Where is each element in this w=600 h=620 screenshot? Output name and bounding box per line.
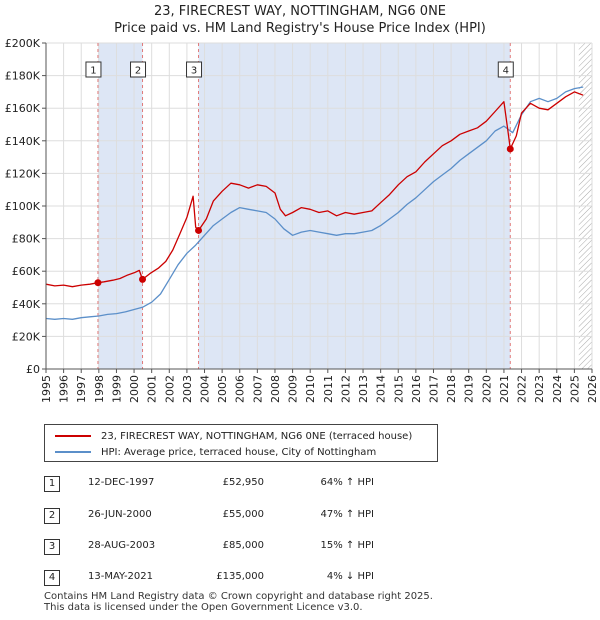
y-tick-label: £0 [26,363,40,376]
x-tick-label: 1999 [110,375,123,403]
transaction-hpi-diff: 15% ↑ HPI [320,540,374,551]
x-tick-label: 2004 [199,375,212,403]
transaction-label: 2 [135,66,141,77]
y-tick-label: £40K [12,298,41,311]
x-tick-label: 2002 [163,375,176,403]
transaction-hpi-diff: 4% ↓ HPI [326,571,374,582]
hpi-line [45,86,584,320]
x-tick-label: 2009 [287,375,300,403]
x-tick-label: 2007 [251,375,264,403]
x-tick-label: 2024 [551,375,564,403]
legend-label-price: 23, FIRECREST WAY, NOTTINGHAM, NG6 0NE (… [101,430,413,442]
transaction-label-box [186,61,203,78]
x-tick-label: 2026 [586,375,599,403]
y-tick-label: £180K [5,70,41,83]
legend-label-hpi: HPI: Average price, terraced house, City… [101,446,377,458]
transaction-label: 4 [503,66,509,77]
y-tick-label: £160K [5,102,41,115]
transaction-price: £135,000 [216,571,264,582]
x-tick-label: 1997 [75,375,88,403]
chart-subtitle: Price paid vs. HM Land Registry's House … [114,21,486,36]
transaction-hpi-diff: 64% ↑ HPI [320,477,374,488]
transaction-point [139,275,147,283]
transaction-price: £85,000 [222,540,264,551]
y-tick-label: £80K [12,233,41,246]
transaction-number: 1 [44,476,60,492]
x-tick-label: 2019 [463,375,476,403]
transaction-point [506,145,514,153]
transaction-point [94,279,102,287]
transaction-label-box [85,61,102,78]
x-tick-label: 2020 [480,375,493,403]
x-tick-label: 2013 [357,375,370,403]
y-tick-label: £20K [12,330,41,343]
x-tick-label: 2005 [216,375,229,403]
footer-licence: This data is licensed under the Open Gov… [44,602,363,613]
chart-title: 23, FIRECREST WAY, NOTTINGHAM, NG6 0NE [153,4,447,19]
x-tick-label: 2012 [339,375,352,403]
price-paid-line [45,91,584,288]
x-tick-label: 2008 [269,375,282,403]
x-tick-label: 1995 [40,375,53,403]
y-tick-label: £60K [12,265,41,278]
x-tick-label: 2015 [392,375,405,403]
transaction-label: 1 [90,66,96,77]
transaction-price: £52,950 [222,477,264,488]
x-tick-label: 2003 [181,375,194,403]
x-tick-label: 2025 [568,375,581,403]
x-tick-label: 1996 [58,375,71,403]
legend-swatch-hpi [55,451,91,453]
x-tick-label: 2014 [375,375,388,403]
x-tick-label: 1998 [93,375,106,403]
transaction-date: 12-DEC-1997 [88,477,155,488]
y-tick-label: £100K [5,200,41,213]
x-tick-label: 2000 [128,375,141,403]
legend-item-price: 23, FIRECREST WAY, NOTTINGHAM, NG6 0NE (… [55,428,412,444]
legend-item-hpi: HPI: Average price, terraced house, City… [55,444,376,460]
transaction-hpi-diff: 47% ↑ HPI [320,509,374,520]
price-chart: 1 2 3 4 £0 £20K £40K £60K £80K £100K £120K £140K £1… [5,37,599,403]
y-tick-label: £200K [5,37,41,50]
transaction-number: 2 [44,508,60,524]
x-tick-label: 2022 [516,375,529,403]
transaction-number: 3 [44,539,60,555]
transaction-label: 3 [191,66,197,77]
transaction-date: 13-MAY-2021 [88,571,154,582]
x-tick-label: 2010 [304,375,317,403]
transaction-label-box [130,61,147,78]
x-tick-label: 2021 [498,375,511,403]
transaction-number: 4 [44,570,60,586]
x-tick-label: 2006 [234,375,247,403]
transaction-date: 28-AUG-2003 [88,540,156,551]
x-tick-label: 2001 [146,375,159,403]
x-tick-label: 2023 [533,375,546,403]
transaction-label-box [497,61,514,78]
x-tick-label: 2016 [410,375,423,403]
x-tick-label: 2017 [427,375,440,403]
legend-swatch-price [55,435,91,437]
y-tick-label: £120K [5,167,41,180]
transaction-date: 26-JUN-2000 [88,509,152,520]
chart-legend: 23, FIRECREST WAY, NOTTINGHAM, NG6 0NE (… [44,424,438,462]
transaction-price: £55,000 [222,509,264,520]
transaction-point [195,226,203,234]
x-tick-label: 2018 [445,375,458,403]
y-tick-label: £140K [5,135,41,148]
footer-copyright: Contains HM Land Registry data © Crown c… [44,591,433,602]
x-tick-label: 2011 [322,375,335,403]
